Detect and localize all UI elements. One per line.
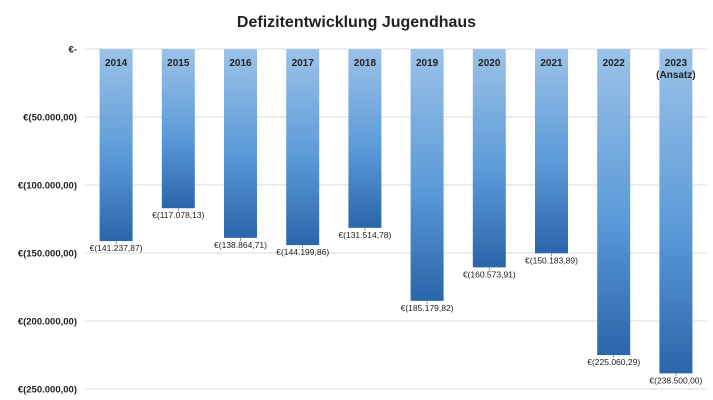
data-label: €(225.060,29) xyxy=(587,357,640,367)
category-labels: 2014 2015 2016 2017 2018 2019 2020 2021 2022 2023… xyxy=(105,58,696,81)
bar xyxy=(410,49,444,301)
category-label: 2019 xyxy=(416,58,439,69)
y-axis-ticks: €- €(50.000,00) €(100.000,00) €(150.000,00)… xyxy=(18,45,77,396)
bar xyxy=(659,49,693,374)
category-label: 2015 xyxy=(167,58,190,69)
y-tick-label: €(50.000,00) xyxy=(23,113,77,124)
bar xyxy=(161,49,195,209)
y-tick-label: €- xyxy=(69,45,77,56)
bar xyxy=(286,49,320,246)
y-tick-label: €(200.000,00) xyxy=(18,317,77,328)
category-label: 2016 xyxy=(229,58,252,69)
category-label: 2017 xyxy=(292,58,315,69)
data-label: €(141.237,87) xyxy=(90,243,143,253)
data-label: €(238.500,00) xyxy=(649,375,702,385)
bar xyxy=(472,49,506,268)
data-label: €(117.078,13) xyxy=(152,210,204,220)
category-label: 2018 xyxy=(354,58,377,69)
data-label: €(138.864,71) xyxy=(214,240,267,250)
data-labels: €(141.237,87) €(117.078,13) €(138.864,71) €… xyxy=(90,208,703,385)
category-label: 2021 xyxy=(540,58,563,69)
data-label: €(150.183,89) xyxy=(525,255,578,265)
category-label: 2022 xyxy=(603,58,626,69)
y-tick-label: €(100.000,00) xyxy=(18,181,77,192)
category-label: 2014 xyxy=(105,58,128,69)
bars xyxy=(99,49,693,374)
bar xyxy=(99,49,133,242)
bar xyxy=(224,49,257,238)
data-label: €(144.199,86) xyxy=(276,247,329,257)
bar xyxy=(597,49,631,356)
data-label: €(160.573,91) xyxy=(463,269,516,279)
category-label: 2020 xyxy=(478,58,501,69)
bar xyxy=(535,49,568,254)
y-tick-label: €(250.000,00) xyxy=(18,385,77,396)
y-tick-label: €(150.000,00) xyxy=(18,249,77,260)
data-label: €(131.514,78) xyxy=(338,230,391,240)
data-label: €(185.179,82) xyxy=(401,303,454,313)
bar xyxy=(348,49,382,228)
category-label: 2023 xyxy=(665,58,688,69)
chart-title: Defizitentwicklung Jugendhaus xyxy=(236,14,477,31)
category-sublabel: (Ansatz) xyxy=(656,70,695,81)
